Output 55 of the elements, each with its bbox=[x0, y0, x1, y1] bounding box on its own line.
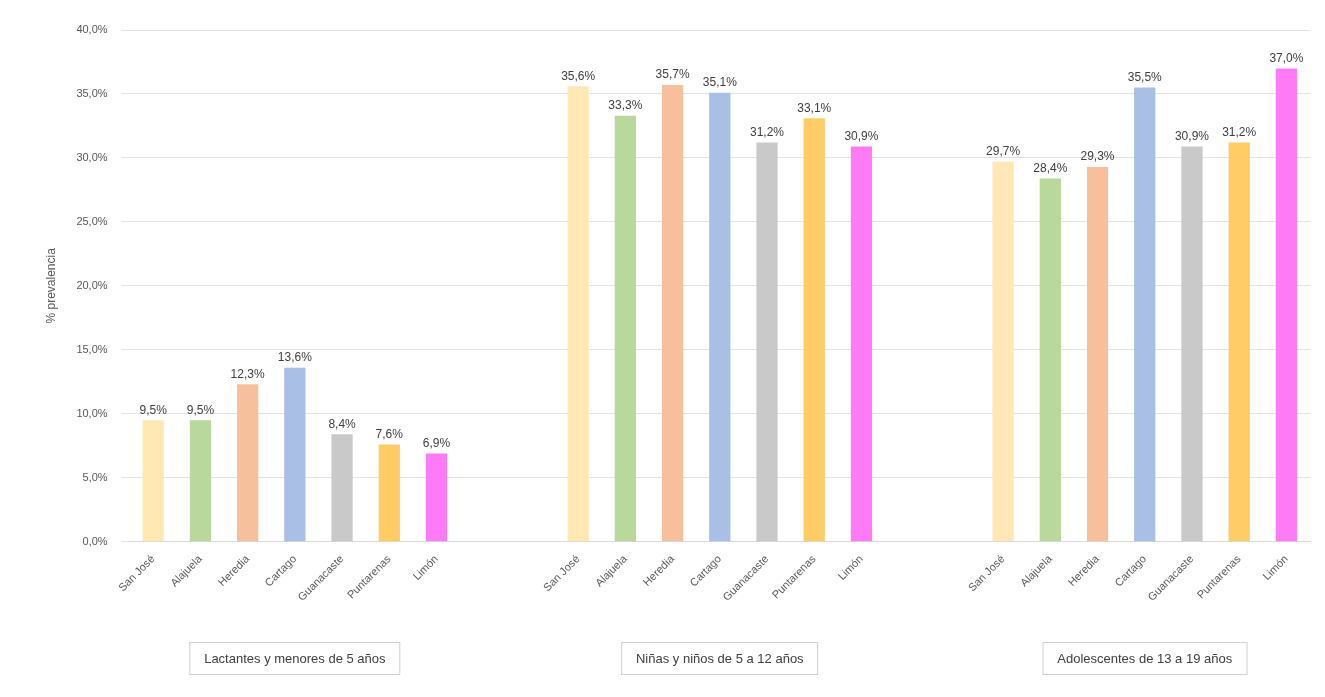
data-label: 37,0% bbox=[1269, 50, 1304, 65]
data-label: 7,6% bbox=[375, 426, 404, 441]
bar bbox=[1039, 178, 1061, 542]
text: Lactantes y menores de 5 años bbox=[189, 641, 401, 675]
data-label: 33,1% bbox=[797, 100, 832, 115]
y-tick-label: 35,0% bbox=[76, 87, 108, 99]
data-label: 29,7% bbox=[986, 144, 1021, 159]
data-label: 8,4% bbox=[328, 416, 357, 431]
bar bbox=[709, 92, 731, 542]
y-tick-label: 0,0% bbox=[82, 534, 108, 547]
bar bbox=[614, 115, 636, 542]
bar bbox=[1134, 87, 1156, 542]
bar bbox=[567, 86, 589, 542]
data-label: 35,6% bbox=[561, 68, 596, 83]
data-label: 30,9% bbox=[844, 128, 879, 143]
y-tick-label: 5,0% bbox=[82, 470, 108, 483]
data-label: 30,9% bbox=[1174, 128, 1210, 143]
bar bbox=[803, 118, 825, 542]
data-label: 31,2% bbox=[1222, 124, 1257, 139]
data-label: 33,3% bbox=[608, 98, 643, 113]
bar bbox=[850, 146, 873, 542]
data-label: 12,3% bbox=[230, 366, 265, 381]
bar bbox=[237, 384, 259, 542]
bar bbox=[331, 434, 353, 542]
bar bbox=[1181, 146, 1203, 542]
y-tick-label: 40,0% bbox=[76, 23, 108, 36]
bar bbox=[189, 420, 212, 542]
y-tick-label: 30,0% bbox=[76, 150, 108, 163]
y-axis-title: % prevalencia bbox=[43, 247, 58, 324]
data-label: 35,1% bbox=[702, 75, 738, 89]
data-label: 35,5% bbox=[1127, 69, 1163, 84]
bar bbox=[1228, 142, 1250, 542]
bar bbox=[756, 142, 778, 542]
data-label: 13,6% bbox=[277, 350, 313, 365]
bar bbox=[142, 420, 164, 542]
data-label: 35,7% bbox=[655, 67, 690, 82]
y-tick-label: 25,0% bbox=[76, 214, 108, 227]
data-label: 31,2% bbox=[750, 124, 785, 139]
data-label: 28,4% bbox=[1033, 160, 1068, 175]
y-tick-label: 20,0% bbox=[76, 278, 108, 291]
data-label: 9,5% bbox=[139, 402, 168, 417]
data-label: 29,3% bbox=[1080, 149, 1115, 164]
bar bbox=[378, 444, 400, 542]
bar bbox=[1086, 166, 1109, 542]
bar bbox=[661, 85, 684, 542]
bar bbox=[284, 367, 306, 542]
y-tick-label: 15,0% bbox=[76, 342, 108, 355]
data-label: 6,9% bbox=[422, 435, 451, 450]
text: Adolescentes de 13 a 19 años bbox=[1042, 641, 1248, 675]
y-tick-label: 10,0% bbox=[76, 406, 108, 419]
bar bbox=[425, 453, 448, 542]
bar bbox=[992, 161, 1014, 542]
bar bbox=[1275, 68, 1298, 542]
data-label: 9,5% bbox=[186, 402, 215, 417]
text: Niñas y niños de 5 a 12 años bbox=[620, 641, 819, 675]
